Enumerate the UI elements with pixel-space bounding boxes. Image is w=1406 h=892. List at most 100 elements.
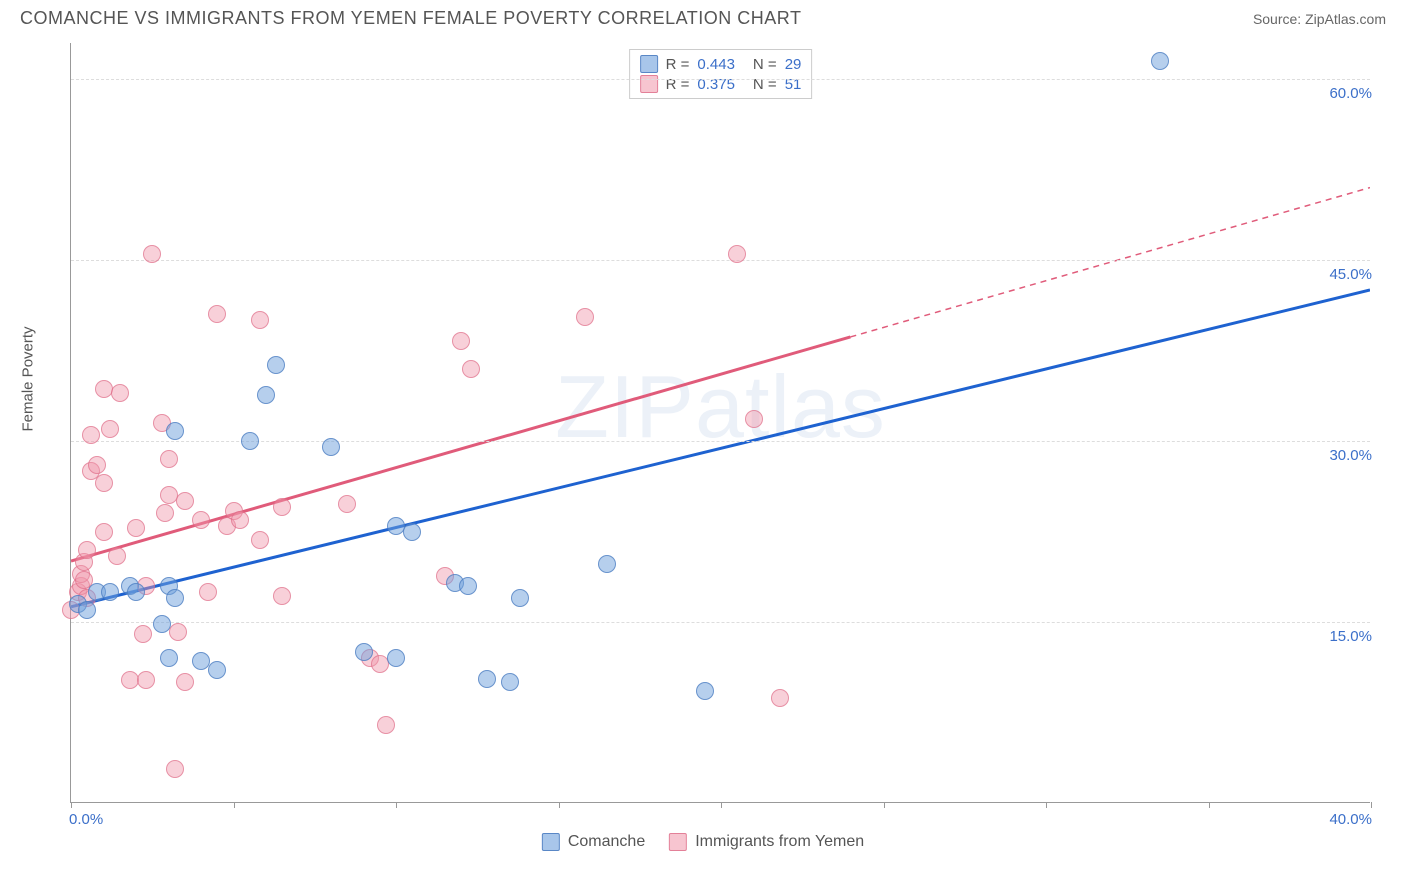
data-point (166, 422, 184, 440)
data-point (696, 682, 714, 700)
x-tick-label: 40.0% (1329, 811, 1372, 828)
data-point (176, 492, 194, 510)
series-legend: Comanche Immigrants from Yemen (542, 833, 864, 851)
data-point (598, 555, 616, 573)
data-point (166, 760, 184, 778)
data-point (78, 601, 96, 619)
data-point (134, 625, 152, 643)
data-point (82, 426, 100, 444)
x-tick (884, 802, 885, 808)
x-tick (396, 802, 397, 808)
data-point (208, 661, 226, 679)
trend-line (850, 188, 1370, 337)
data-point (273, 587, 291, 605)
data-point (111, 384, 129, 402)
y-tick-label: 45.0% (1329, 266, 1372, 283)
data-point (267, 356, 285, 374)
legend-r-value: 0.375 (697, 76, 735, 93)
data-point (101, 420, 119, 438)
data-point (322, 438, 340, 456)
data-point (166, 589, 184, 607)
data-point (251, 311, 269, 329)
data-point (78, 541, 96, 559)
chart-title: COMANCHE VS IMMIGRANTS FROM YEMEN FEMALE… (20, 8, 801, 29)
data-point (127, 583, 145, 601)
legend-n-value: 51 (785, 76, 802, 93)
data-point (153, 615, 171, 633)
data-point (576, 308, 594, 326)
data-point (1151, 52, 1169, 70)
data-point (208, 305, 226, 323)
data-point (192, 652, 210, 670)
trend-line (71, 290, 1370, 607)
data-point (355, 643, 373, 661)
data-point (257, 386, 275, 404)
legend-row: R = 0.375 N = 51 (640, 74, 802, 94)
legend-item: Comanche (542, 833, 645, 851)
data-point (231, 511, 249, 529)
data-point (88, 456, 106, 474)
x-tick (234, 802, 235, 808)
x-tick (1209, 802, 1210, 808)
trend-lines (71, 43, 1370, 802)
legend-n-label: N = (753, 56, 777, 73)
data-point (199, 583, 217, 601)
y-tick-label: 15.0% (1329, 628, 1372, 645)
gridline-h (71, 441, 1370, 442)
legend-swatch (640, 75, 658, 93)
y-axis-label: Female Poverty (20, 326, 37, 431)
trend-line (71, 337, 850, 561)
data-point (511, 589, 529, 607)
legend-swatch (669, 833, 687, 851)
data-point (143, 245, 161, 263)
x-tick-label: 0.0% (69, 811, 103, 828)
data-point (338, 495, 356, 513)
data-point (137, 671, 155, 689)
data-point (745, 410, 763, 428)
x-tick (1371, 802, 1372, 808)
watermark: ZIPatlas (555, 356, 886, 458)
data-point (403, 523, 421, 541)
legend-n-label: N = (753, 76, 777, 93)
source-label: Source: ZipAtlas.com (1253, 11, 1386, 27)
gridline-h (71, 79, 1370, 80)
legend-swatch (640, 55, 658, 73)
data-point (160, 649, 178, 667)
x-tick (559, 802, 560, 808)
legend-item: Immigrants from Yemen (669, 833, 864, 851)
legend-r-label: R = (666, 56, 690, 73)
x-tick (71, 802, 72, 808)
data-point (160, 450, 178, 468)
legend-r-label: R = (666, 76, 690, 93)
data-point (387, 649, 405, 667)
data-point (95, 523, 113, 541)
legend-swatch (542, 833, 560, 851)
legend-row: R = 0.443 N = 29 (640, 54, 802, 74)
data-point (377, 716, 395, 734)
data-point (95, 474, 113, 492)
data-point (101, 583, 119, 601)
data-point (728, 245, 746, 263)
y-tick-label: 60.0% (1329, 85, 1372, 102)
data-point (156, 504, 174, 522)
data-point (108, 547, 126, 565)
plot-area: ZIPatlas R = 0.443 N = 29 R = 0.375 N = … (70, 43, 1370, 803)
data-point (241, 432, 259, 450)
legend-label: Comanche (568, 833, 645, 851)
data-point (169, 623, 187, 641)
data-point (452, 332, 470, 350)
data-point (273, 498, 291, 516)
data-point (176, 673, 194, 691)
data-point (95, 380, 113, 398)
legend-r-value: 0.443 (697, 56, 735, 73)
data-point (459, 577, 477, 595)
legend-n-value: 29 (785, 56, 802, 73)
chart-container: Female Poverty ZIPatlas R = 0.443 N = 29… (20, 33, 1386, 853)
gridline-h (71, 622, 1370, 623)
legend-label: Immigrants from Yemen (695, 833, 864, 851)
data-point (462, 360, 480, 378)
data-point (501, 673, 519, 691)
data-point (127, 519, 145, 537)
y-tick-label: 30.0% (1329, 447, 1372, 464)
data-point (251, 531, 269, 549)
